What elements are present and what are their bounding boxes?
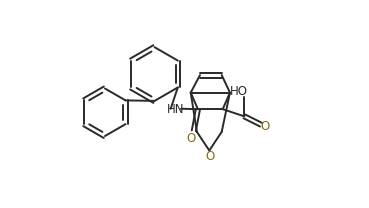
Text: O: O <box>206 150 215 163</box>
Text: HN: HN <box>167 103 184 116</box>
Text: O: O <box>261 120 270 133</box>
Text: HO: HO <box>230 85 248 98</box>
Text: O: O <box>186 132 195 145</box>
